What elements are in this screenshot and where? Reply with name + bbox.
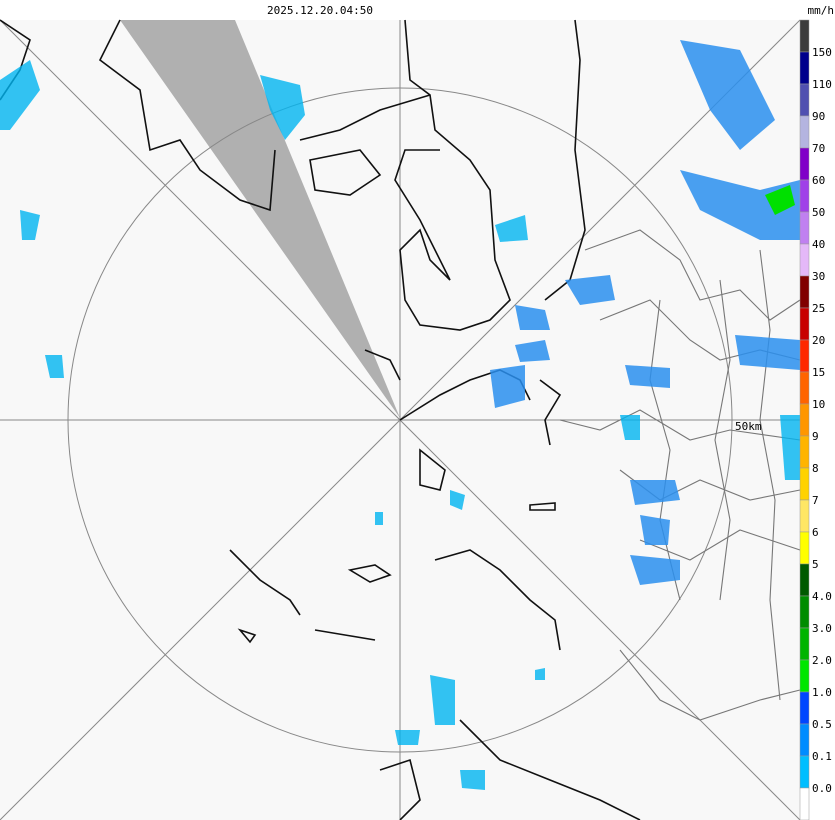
legend-label: 4.0 xyxy=(812,590,832,603)
legend-label: 6 xyxy=(812,526,819,539)
legend-label: 70 xyxy=(812,142,825,155)
legend-label: 15 xyxy=(812,366,825,379)
legend-label: 2.0 xyxy=(812,654,832,667)
map: 50km xyxy=(0,19,801,820)
legend-label: 10 xyxy=(812,398,825,411)
legend-swatch xyxy=(799,51,810,85)
legend-label: 5 xyxy=(812,558,819,571)
legend-swatch xyxy=(799,659,810,693)
legend-swatch xyxy=(799,371,810,405)
legend-swatch xyxy=(799,755,810,789)
legend-label: 40 xyxy=(812,238,825,251)
legend-label: 30 xyxy=(812,270,825,283)
legend-swatch xyxy=(799,435,810,469)
legend-swatch xyxy=(799,243,810,277)
legend-swatch xyxy=(799,83,810,117)
legend-label: 9 xyxy=(812,430,819,443)
legend-swatch xyxy=(799,563,810,597)
coastlines xyxy=(0,19,641,820)
legend-swatch xyxy=(799,723,810,757)
legend-swatch xyxy=(799,531,810,565)
legend-swatch xyxy=(799,787,810,820)
legend-swatch xyxy=(799,19,810,53)
legend-swatch xyxy=(799,595,810,629)
legend-swatch xyxy=(799,403,810,437)
legend-label: 90 xyxy=(812,110,825,123)
legend-label: 0.1 xyxy=(812,750,832,763)
legend-swatch xyxy=(799,467,810,501)
legend-label: 7 xyxy=(812,494,819,507)
precipitation xyxy=(0,40,800,790)
borders xyxy=(559,229,801,721)
legend-label: 0.0 xyxy=(812,782,832,795)
legend-label: 110 xyxy=(812,78,832,91)
heavy-rain-cell xyxy=(765,185,795,215)
legend-label: 60 xyxy=(812,174,825,187)
legend-label: 150 xyxy=(812,46,832,59)
legend-swatch xyxy=(799,211,810,245)
timestamp: 2025.12.20.04:50 xyxy=(267,4,373,17)
legend-label: 3.0 xyxy=(812,622,832,635)
legend-label: 0.5 xyxy=(812,718,832,731)
legend-label: 25 xyxy=(812,302,825,315)
unit-label: mm/h xyxy=(808,4,835,17)
legend-swatch xyxy=(799,627,810,661)
legend-label: 50 xyxy=(812,206,825,219)
blocked-sector xyxy=(120,20,400,418)
legend-label: 8 xyxy=(812,462,819,475)
range-label: 50km xyxy=(735,420,762,433)
legend-swatch xyxy=(799,179,810,213)
legend-swatch xyxy=(799,115,810,149)
color-legend: 150 110 90 70 60 50 40 30 25 20 15 10 9 8 7 6 5 4.0 3.0 2.0… xyxy=(799,19,832,820)
legend-swatch xyxy=(799,147,810,181)
legend-label: 20 xyxy=(812,334,825,347)
legend-swatch xyxy=(799,339,810,373)
legend-swatch xyxy=(799,691,810,725)
legend-swatch xyxy=(799,499,810,533)
legend-swatch xyxy=(799,275,810,309)
legend-label: 1.0 xyxy=(812,686,832,699)
legend-swatch xyxy=(799,307,810,341)
